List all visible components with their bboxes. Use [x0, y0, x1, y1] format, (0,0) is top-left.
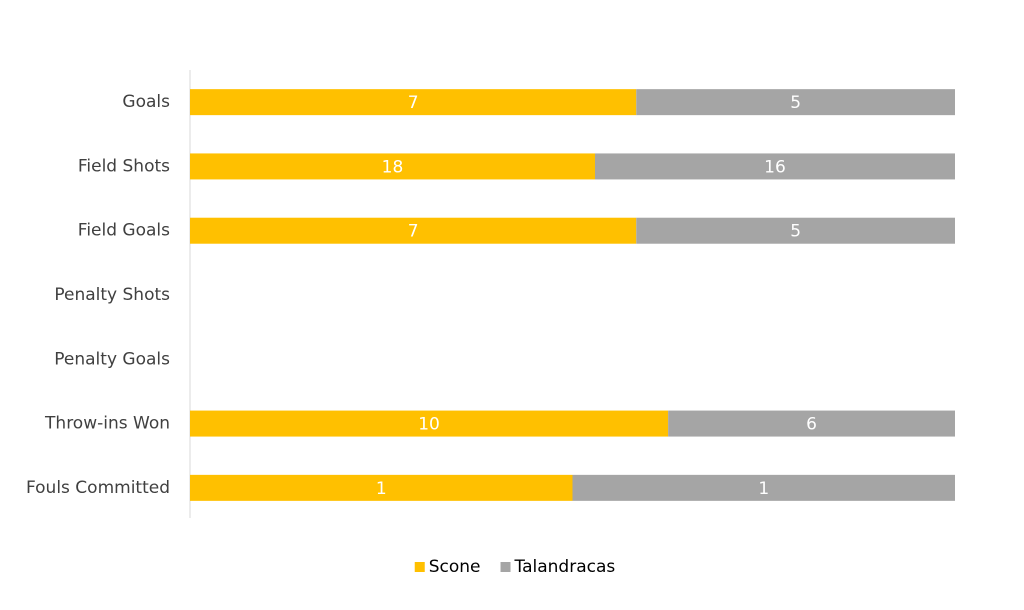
value-label: 10 — [418, 415, 440, 435]
bar — [190, 89, 637, 116]
value-label: 18 — [382, 157, 404, 177]
y-tick-label: Goals — [122, 92, 170, 112]
bar — [595, 153, 955, 180]
bar — [190, 217, 637, 244]
value-label: 6 — [806, 415, 817, 435]
bar — [190, 410, 669, 437]
value-label: 7 — [408, 93, 419, 113]
y-tick-label: Field Shots — [78, 156, 170, 176]
legend-label: Scone — [429, 557, 481, 577]
value-label: 7 — [408, 222, 419, 242]
y-tick-label: Fouls Committed — [26, 478, 170, 498]
legend-label: Talandracas — [514, 557, 616, 577]
bar — [668, 410, 955, 437]
bar — [636, 89, 955, 116]
bar — [572, 474, 955, 501]
legend-swatch — [500, 562, 511, 572]
bar — [190, 153, 595, 180]
bar — [636, 217, 955, 244]
value-label: 1 — [376, 479, 387, 499]
value-label: 16 — [764, 157, 786, 177]
y-tick-label: Penalty Goals — [54, 349, 170, 369]
value-label: 1 — [758, 479, 769, 499]
y-tick-label: Field Goals — [78, 221, 170, 241]
bar — [190, 474, 573, 501]
y-tick-label: Throw-ins Won — [44, 414, 170, 434]
y-tick-label: Penalty Shots — [54, 285, 170, 305]
value-label: 5 — [790, 222, 801, 242]
value-label: 5 — [790, 93, 801, 113]
legend-swatch — [414, 562, 425, 572]
